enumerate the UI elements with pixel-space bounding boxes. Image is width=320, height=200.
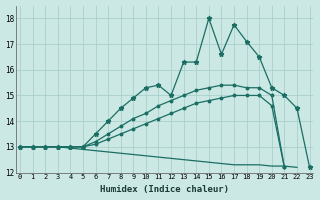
X-axis label: Humidex (Indice chaleur): Humidex (Indice chaleur)	[100, 185, 229, 194]
